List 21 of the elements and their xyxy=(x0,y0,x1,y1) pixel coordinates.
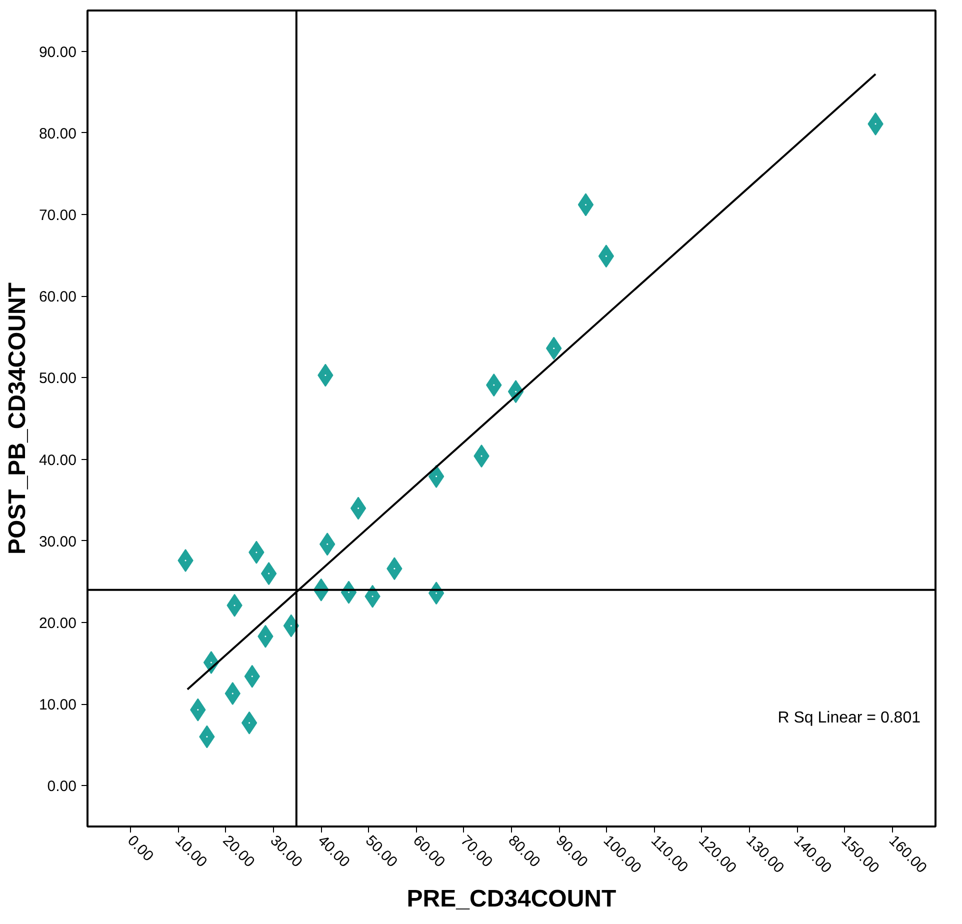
y-tick-label: 60.00 xyxy=(38,288,77,306)
y-tick-label: 80.00 xyxy=(38,125,77,142)
x-axis-title: PRE_CD34COUNT xyxy=(406,886,617,913)
y-tick-label: 30.00 xyxy=(38,533,77,550)
point xyxy=(350,496,366,520)
point xyxy=(598,244,614,268)
point xyxy=(578,193,594,216)
y-tick-label: 0.00 xyxy=(47,778,77,796)
y-tick-label: 70.00 xyxy=(38,207,77,224)
y-tick-label: 90.00 xyxy=(38,44,77,61)
y-axis-title: POST_PB_CD34COUNT xyxy=(4,282,31,555)
annotation: R Sq Linear = 0.801 xyxy=(778,710,921,726)
y-tick-label: 20.00 xyxy=(38,615,77,632)
point xyxy=(428,464,444,488)
y-tick-label: 40.00 xyxy=(38,452,77,469)
point xyxy=(283,614,300,638)
x-tick-label: 0.00 xyxy=(124,832,157,865)
point xyxy=(260,562,277,586)
y-tick-label: 10.00 xyxy=(38,696,77,714)
y-tick-label: 50.00 xyxy=(38,370,77,388)
point xyxy=(241,711,258,734)
